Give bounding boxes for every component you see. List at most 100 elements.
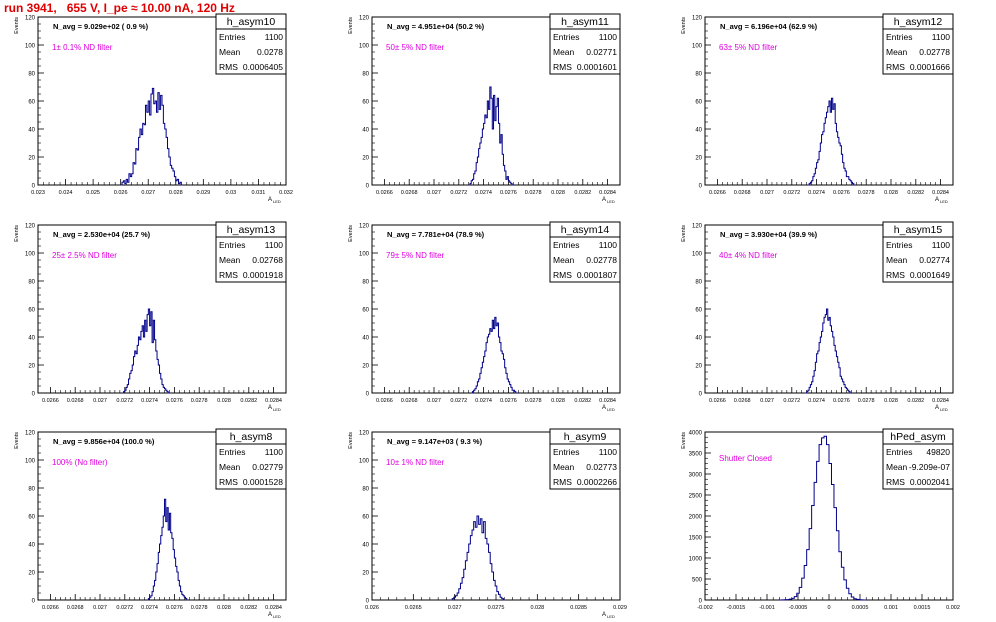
histogram-bin bbox=[829, 101, 830, 185]
x-tick-label: 0.0266 bbox=[709, 398, 726, 404]
x-tick-label: 0.027 bbox=[427, 190, 441, 196]
stats-value-rms: 0.0001666 bbox=[910, 62, 950, 72]
histogram-bin bbox=[487, 337, 488, 393]
x-tick-label: 0.0276 bbox=[166, 605, 183, 611]
histogram-name: h_asym8 bbox=[230, 431, 273, 443]
histogram-bin bbox=[818, 351, 819, 393]
histogram-bin bbox=[491, 331, 492, 393]
histogram-panel-h_asym8: 0 20 40 60 80 100 120 0.0266 0.0268 0.027 0.0272 0.… bbox=[14, 428, 287, 619]
histogram-bin bbox=[171, 533, 172, 600]
stats-value-rms: 0.0001649 bbox=[910, 270, 950, 280]
page-title: run 3941, 655 V, I_pe ≈ 10.00 nA, 120 Hz bbox=[4, 1, 235, 15]
stats-label-entries: Entries bbox=[553, 240, 579, 250]
y-tick-label: 80 bbox=[695, 280, 702, 286]
x-tick-label: 0.0272 bbox=[450, 190, 467, 196]
x-tick-label: 0.027 bbox=[760, 190, 774, 196]
stats-box bbox=[215, 221, 287, 283]
histogram-bin bbox=[485, 538, 487, 600]
y-tick-label: 500 bbox=[692, 578, 703, 584]
x-tick-label: 0.0284 bbox=[265, 398, 282, 404]
x-axis-label: ALED bbox=[935, 405, 948, 412]
x-tick-label: 0.026 bbox=[365, 605, 379, 611]
y-tick-label: 20 bbox=[28, 364, 35, 370]
histogram-bin bbox=[485, 115, 486, 185]
histogram-outline bbox=[120, 87, 183, 186]
y-tick-label: 0 bbox=[366, 184, 370, 190]
x-tick-label: 0.028 bbox=[169, 190, 183, 196]
y-tick-label: 60 bbox=[28, 100, 35, 106]
x-axis-label: ALED bbox=[268, 612, 281, 619]
y-tick-label: 0 bbox=[699, 184, 703, 190]
x-tick-label: 0.0276 bbox=[833, 398, 850, 404]
histogram-bin bbox=[134, 164, 135, 185]
stats-value-rms: 0.0001601 bbox=[577, 62, 617, 72]
histogram-outline bbox=[807, 97, 856, 186]
x-tick-label: 0.0284 bbox=[265, 605, 282, 611]
navg-label: N_avg = 6.196e+04 (62.9 %) bbox=[720, 22, 818, 31]
x-tick-label: 0.0268 bbox=[401, 398, 418, 404]
x-tick-label: 0.0282 bbox=[574, 398, 591, 404]
histogram-bin bbox=[827, 112, 828, 185]
histogram-bin bbox=[144, 125, 145, 185]
filter-annotation: 100% (No filter) bbox=[52, 458, 108, 467]
histogram-panel-h_asym15: 0 20 40 60 80 100 120 0.0266 0.0268 0.027 0.0272 0.… bbox=[681, 221, 954, 412]
y-tick-label: 60 bbox=[362, 515, 369, 521]
histogram-bin bbox=[472, 530, 474, 600]
histogram-bin bbox=[135, 351, 136, 393]
histogram-bin bbox=[161, 536, 162, 600]
x-tick-label: 0.0285 bbox=[570, 605, 587, 611]
y-tick-label: 20 bbox=[695, 364, 702, 370]
x-axis-label: ALED bbox=[935, 197, 948, 204]
stats-value-entries: 1100 bbox=[265, 240, 284, 250]
stats-label-entries: Entries bbox=[219, 447, 245, 457]
histogram-name: h_asym13 bbox=[227, 224, 276, 236]
y-tick-label: 120 bbox=[25, 431, 36, 437]
x-tick-label: 0.024 bbox=[59, 190, 73, 196]
y-tick-label: 60 bbox=[362, 308, 369, 314]
y-tick-label: 100 bbox=[359, 44, 370, 50]
stats-label-mean: Mean bbox=[219, 47, 241, 57]
navg-label: N_avg = 4.951e+04 (50.2 %) bbox=[387, 22, 485, 31]
histogram-outline bbox=[471, 316, 518, 394]
navg-label: N_avg = 9.856e+04 (100.0 %) bbox=[53, 437, 155, 446]
histogram-bin bbox=[835, 123, 836, 185]
stats-label-mean: Mean bbox=[886, 462, 908, 472]
histogram-bin bbox=[823, 323, 824, 393]
y-tick-label: 0 bbox=[699, 599, 703, 605]
x-tick-label: -0.002 bbox=[697, 605, 713, 611]
stats-label-mean: Mean bbox=[886, 47, 908, 57]
y-tick-label: 40 bbox=[362, 336, 369, 342]
x-tick-label: 0.028 bbox=[551, 190, 565, 196]
stats-value-entries: 1100 bbox=[599, 240, 618, 250]
y-axis-label: Events bbox=[681, 17, 687, 34]
y-tick-label: 2000 bbox=[689, 515, 703, 521]
histogram-bin bbox=[482, 533, 484, 600]
histogram-name: h_asym9 bbox=[564, 431, 607, 443]
x-tick-label: 0.0274 bbox=[808, 190, 825, 196]
navg-label: N_avg = 9.147e+03 ( 9.3 %) bbox=[387, 437, 483, 446]
navg-label: N_avg = 3.930e+04 (39.9 %) bbox=[720, 230, 818, 239]
filter-annotation: 50± 5% ND filter bbox=[386, 43, 445, 52]
stats-value-entries: 1100 bbox=[932, 32, 951, 42]
x-tick-label: 0.0278 bbox=[191, 398, 208, 404]
stats-label-mean: Mean bbox=[219, 462, 241, 472]
filter-annotation: 1± 0.1% ND filter bbox=[52, 43, 113, 52]
y-tick-label: 80 bbox=[28, 487, 35, 493]
histogram-bin bbox=[824, 123, 825, 185]
stats-label-entries: Entries bbox=[219, 32, 245, 42]
x-tick-label: 0.0015 bbox=[914, 605, 931, 611]
stats-label-rms: RMS bbox=[219, 477, 238, 487]
stats-value-mean: 0.02773 bbox=[586, 462, 617, 472]
filter-annotation: 40± 4% ND filter bbox=[719, 251, 778, 260]
histogram-name: h_asym14 bbox=[561, 224, 610, 236]
histogram-bin bbox=[477, 516, 479, 600]
stats-box bbox=[215, 13, 287, 75]
histogram-bin bbox=[155, 101, 156, 185]
y-tick-label: 100 bbox=[25, 459, 36, 465]
x-tick-label: 0.028 bbox=[217, 605, 231, 611]
histogram-bin bbox=[159, 109, 160, 185]
x-tick-label: 0.0282 bbox=[574, 190, 591, 196]
histogram-bin bbox=[163, 123, 164, 185]
stats-label-rms: RMS bbox=[886, 270, 905, 280]
x-tick-label: 0.0005 bbox=[852, 605, 869, 611]
